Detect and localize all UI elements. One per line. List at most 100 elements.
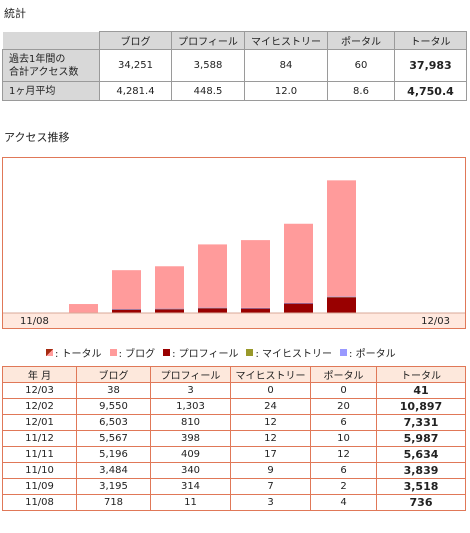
history-col-profile: プロフィール xyxy=(150,366,231,383)
history-col-total: トータル xyxy=(376,366,466,383)
total-cell: 5,987 xyxy=(376,430,466,447)
stats-cell: 34,251 xyxy=(99,49,172,82)
history-col-history: マイヒストリー xyxy=(230,366,311,383)
legend-profile-label: : プロフィール xyxy=(172,348,239,360)
legend-total: : トータル xyxy=(46,345,102,360)
history-table: 年 月 ブログ プロフィール マイヒストリー ポータル トータル 12/03 38… xyxy=(2,366,466,511)
table-cell: 6 xyxy=(310,462,377,479)
table-cell: 12 xyxy=(230,430,311,447)
stats-cell: 60 xyxy=(327,49,395,82)
stats-col-profile: プロフィール xyxy=(171,31,245,50)
legend-blog-swatch xyxy=(109,348,117,356)
table-row: 11/09 3,195 314 7 2 3,518 xyxy=(2,478,466,495)
table-cell: 0 xyxy=(310,382,377,399)
total-cell: 5,634 xyxy=(376,446,466,463)
bar-portal-11-09 xyxy=(112,309,141,310)
table-cell: 718 xyxy=(76,494,151,511)
bar-profile-11-11 xyxy=(198,308,227,313)
bar-profile-11-10 xyxy=(155,308,184,313)
table-cell: 24 xyxy=(230,398,311,415)
table-cell: 9 xyxy=(230,462,311,479)
bar-profile-11-09 xyxy=(112,309,141,313)
history-col-portal: ポータル xyxy=(310,366,377,383)
total-cell: 7,331 xyxy=(376,414,466,431)
table-row: 11/10 3,484 340 9 6 3,839 xyxy=(2,462,466,479)
legend-profile-swatch xyxy=(163,348,171,356)
table-cell: 38 xyxy=(76,382,151,399)
stats-cell: 8.6 xyxy=(327,81,395,101)
table-cell: 12/03 xyxy=(2,382,77,399)
bar-profile-12-01 xyxy=(284,303,313,313)
legend-blog-label: : ブログ xyxy=(118,348,156,360)
legend-blog: : ブログ xyxy=(109,345,156,360)
bar-blog-11-12 xyxy=(241,240,270,308)
stats-col-history: マイヒストリー xyxy=(244,31,328,50)
table-cell: 3,484 xyxy=(76,462,151,479)
legend-portal-swatch xyxy=(340,348,348,356)
bar-blog-11-08 xyxy=(69,304,98,313)
chart-legend: : トータル : ブログ : プロフィール : マイヒストリー : ポータル xyxy=(46,345,404,360)
bar-portal-11-11 xyxy=(198,307,227,309)
history-col-month: 年 月 xyxy=(2,366,77,383)
bar-portal-12-02 xyxy=(327,296,356,298)
access-title: アクセス推移 xyxy=(4,131,70,144)
x-axis-band xyxy=(3,313,465,328)
bar-blog-11-09 xyxy=(112,270,141,310)
bar-portal-11-12 xyxy=(241,307,270,309)
bar-portal-11-10 xyxy=(155,308,184,310)
total-cell: 41 xyxy=(376,382,466,399)
legend-history-label: : マイヒストリー xyxy=(255,348,333,360)
stats-col-blog: ブログ xyxy=(99,31,172,50)
stats-cell: 84 xyxy=(244,49,328,82)
table-cell: 9,550 xyxy=(76,398,151,415)
legend-portal-label: : ポータル xyxy=(349,348,396,360)
access-chart: 11/08 12/03 xyxy=(2,157,466,329)
stats-table: ブログ プロフィール マイヒストリー ポータル トータル 過去1年間の 合計アク… xyxy=(2,31,467,101)
table-cell: 340 xyxy=(150,462,231,479)
table-cell: 12/02 xyxy=(2,398,77,415)
table-cell: 7 xyxy=(230,478,311,495)
table-cell: 12 xyxy=(310,446,377,463)
table-row: 11/08 718 11 3 4 736 xyxy=(2,494,466,511)
history-body: 年 月 ブログ プロフィール マイヒストリー ポータル トータル 12/03 38… xyxy=(2,366,466,511)
bar-blog-11-11 xyxy=(198,244,227,308)
stats-row-label: 過去1年間の 合計アクセス数 xyxy=(2,49,100,82)
table-cell: 3 xyxy=(150,382,231,399)
stats-corner xyxy=(2,31,100,50)
x-end-label: 12/03 xyxy=(421,316,450,327)
table-cell: 5,196 xyxy=(76,446,151,463)
table-row: 12/01 6,503 810 12 6 7,331 xyxy=(2,414,466,431)
bar-profile-12-02 xyxy=(327,297,356,313)
table-cell: 11/11 xyxy=(2,446,77,463)
table-cell: 10 xyxy=(310,430,377,447)
stats-total-cell: 37,983 xyxy=(394,49,467,82)
table-cell: 11/09 xyxy=(2,478,77,495)
stats-cell: 3,588 xyxy=(171,49,245,82)
stats-cell: 4,281.4 xyxy=(99,81,172,101)
history-header-row: 年 月 ブログ プロフィール マイヒストリー ポータル トータル xyxy=(2,366,466,383)
table-cell: 11/08 xyxy=(2,494,77,511)
stats-cell: 448.5 xyxy=(171,81,245,101)
bar-profile-11-12 xyxy=(241,308,270,313)
legend-history: : マイヒストリー xyxy=(246,345,332,360)
table-cell: 3,195 xyxy=(76,478,151,495)
table-cell: 409 xyxy=(150,446,231,463)
table-cell: 2 xyxy=(310,478,377,495)
legend-portal: : ポータル xyxy=(340,345,396,360)
stats-col-portal: ポータル xyxy=(327,31,395,50)
table-cell: 398 xyxy=(150,430,231,447)
access-chart-svg: 11/08 12/03 xyxy=(3,180,465,328)
bar-blog-12-01 xyxy=(284,223,313,303)
stats-title: 統計 xyxy=(4,7,26,20)
legend-profile: : プロフィール xyxy=(163,345,238,360)
total-cell: 3,839 xyxy=(376,462,466,479)
bar-blog-12-02 xyxy=(327,180,356,297)
table-cell: 6 xyxy=(310,414,377,431)
table-cell: 0 xyxy=(230,382,311,399)
table-cell: 20 xyxy=(310,398,377,415)
table-cell: 314 xyxy=(150,478,231,495)
legend-total-label: : トータル xyxy=(55,348,102,360)
table-cell: 6,503 xyxy=(76,414,151,431)
stats-row-average: 1ヶ月平均 4,281.4 448.5 12.0 8.6 4,750.4 xyxy=(2,81,467,101)
table-row: 11/11 5,196 409 17 12 5,634 xyxy=(2,446,466,463)
